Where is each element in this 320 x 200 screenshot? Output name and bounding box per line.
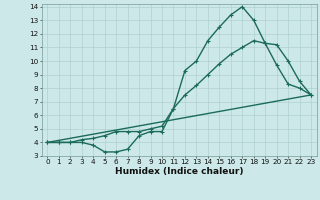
X-axis label: Humidex (Indice chaleur): Humidex (Indice chaleur): [115, 167, 244, 176]
